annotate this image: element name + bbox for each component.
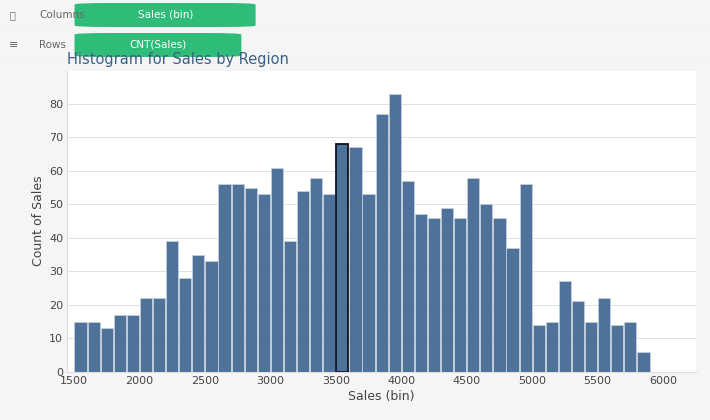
Bar (585, 321, 597, 372)
Bar (598, 298, 611, 372)
Bar (271, 168, 283, 372)
Bar (506, 248, 518, 372)
FancyBboxPatch shape (75, 33, 241, 57)
Bar (388, 94, 401, 372)
Bar (362, 194, 375, 372)
Bar (337, 144, 349, 372)
Bar (467, 178, 479, 372)
Y-axis label: Count of Sales: Count of Sales (32, 176, 45, 266)
Bar (219, 184, 231, 372)
Bar (532, 325, 545, 372)
Bar (323, 194, 335, 372)
Bar (624, 321, 636, 372)
Bar (179, 278, 192, 372)
Bar (480, 205, 493, 372)
Bar (349, 147, 361, 372)
Text: Columns: Columns (39, 10, 84, 20)
Bar (192, 255, 204, 372)
Bar (166, 241, 178, 372)
Bar (297, 191, 309, 372)
Text: Histogram for Sales by Region: Histogram for Sales by Region (67, 52, 290, 66)
Bar (454, 218, 466, 372)
Bar (75, 321, 87, 372)
FancyBboxPatch shape (75, 3, 256, 27)
Bar (572, 302, 584, 372)
Text: ≡: ≡ (9, 40, 18, 50)
Bar (205, 261, 217, 372)
Bar (87, 321, 99, 372)
Bar (493, 218, 506, 372)
Text: Sales (bin): Sales (bin) (138, 9, 193, 19)
Bar (284, 241, 296, 372)
Bar (611, 325, 623, 372)
Bar (114, 315, 126, 372)
Text: ⫶: ⫶ (9, 10, 15, 20)
Bar (153, 298, 165, 372)
Bar (376, 114, 388, 372)
Bar (101, 328, 113, 372)
Bar (415, 214, 427, 372)
X-axis label: Sales (bin): Sales (bin) (349, 390, 415, 403)
Bar (245, 188, 257, 372)
Text: Rows: Rows (39, 40, 66, 50)
Bar (559, 281, 571, 372)
Bar (520, 184, 532, 372)
Bar (310, 178, 322, 372)
Bar (441, 208, 453, 372)
Bar (638, 352, 650, 372)
Bar (428, 218, 440, 372)
Text: CNT(Sales): CNT(Sales) (129, 39, 186, 50)
Bar (546, 321, 558, 372)
Bar (258, 194, 270, 372)
Bar (402, 181, 414, 372)
Bar (231, 184, 244, 372)
Bar (127, 315, 139, 372)
Bar (140, 298, 152, 372)
